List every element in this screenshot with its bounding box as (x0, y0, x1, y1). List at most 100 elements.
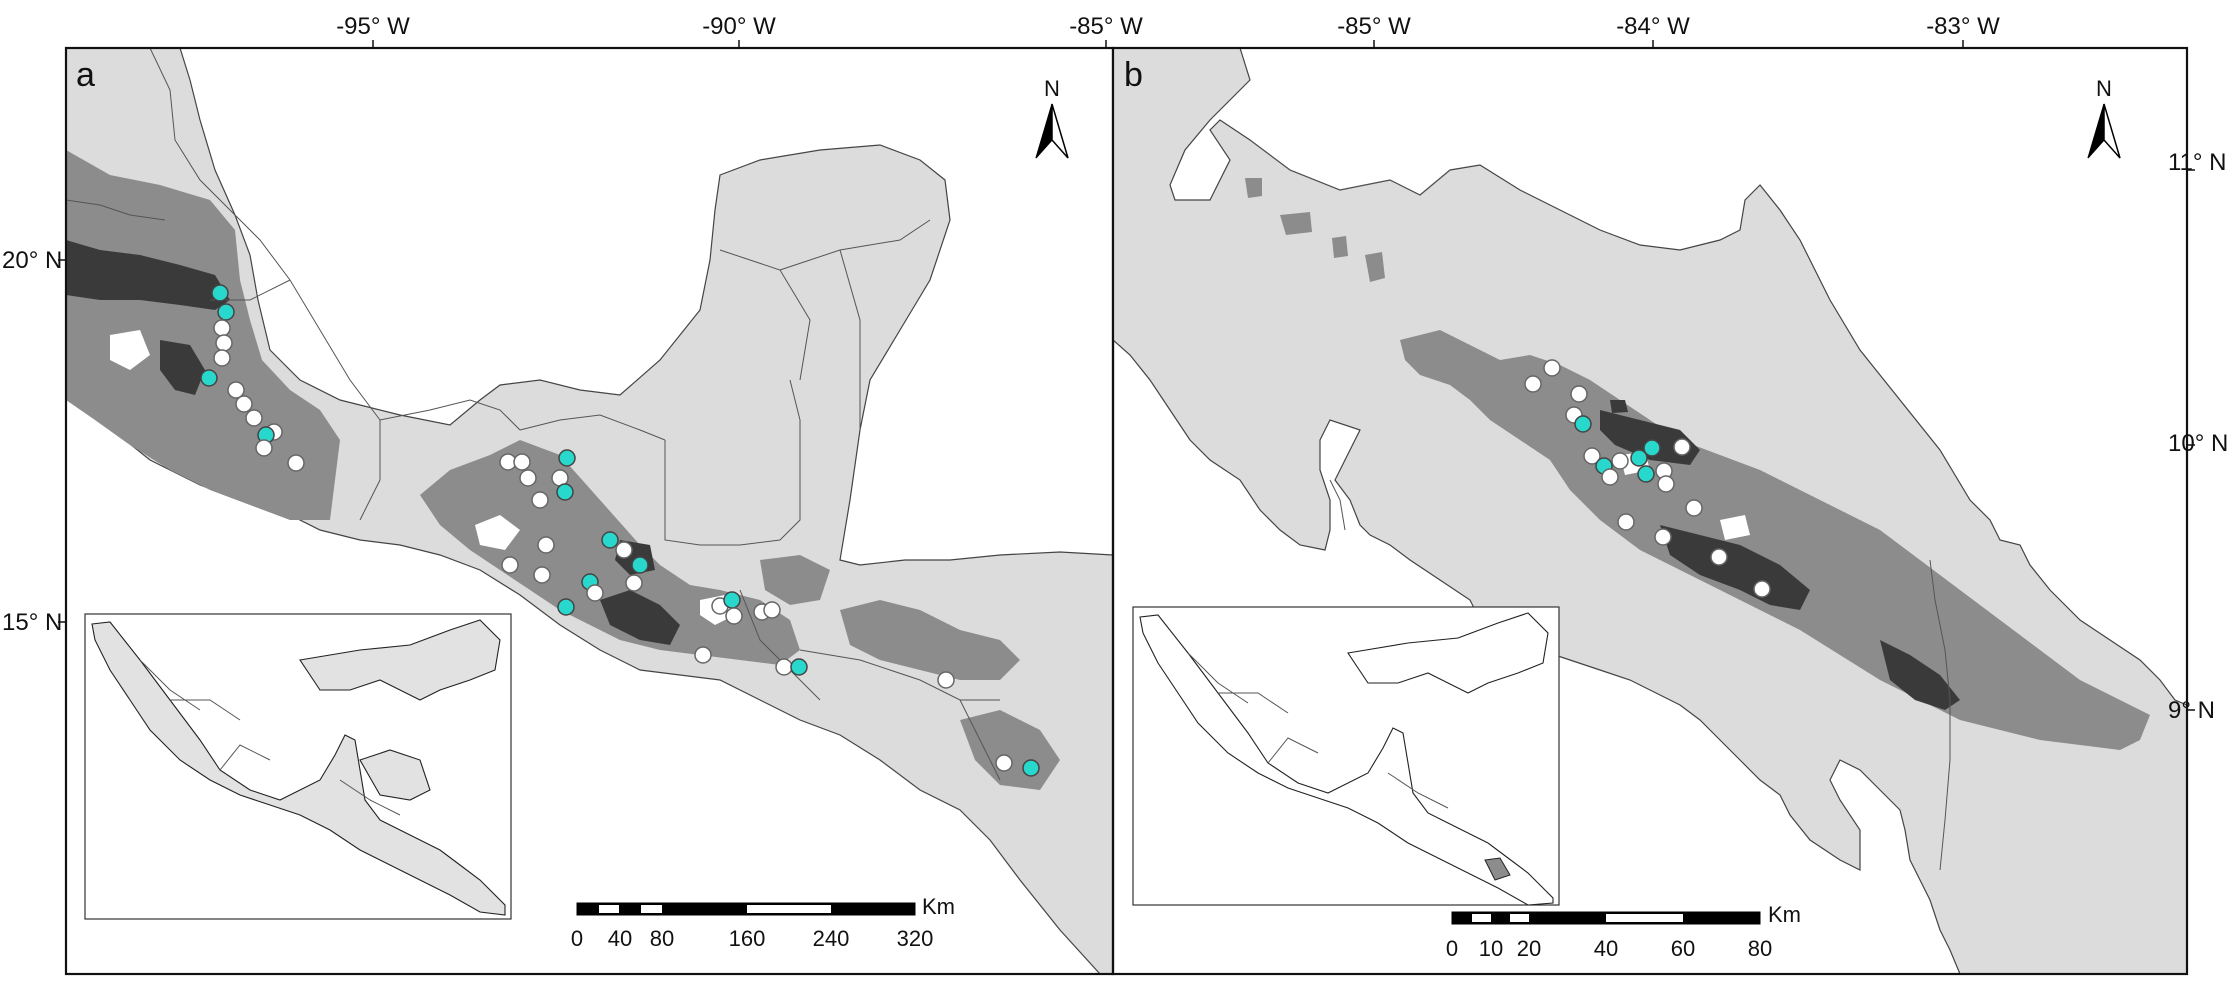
record-white (586, 584, 604, 602)
panel-a-scale-bar: Km 0 40 80 160 240 320 (571, 894, 955, 951)
record-white (1583, 447, 1601, 465)
panel-a-scale-label-160: 160 (729, 926, 766, 951)
panel-a-light-patch-1 (110, 330, 150, 370)
record-white (775, 658, 793, 676)
record-white (531, 491, 549, 509)
panel-a-high-elevation-trans-volcanic (66, 240, 230, 310)
record-white (213, 319, 231, 337)
record-white (1524, 375, 1542, 393)
panel-b-letter: b (1124, 56, 1143, 94)
panel-a-tick-95w: -95° W (336, 13, 410, 40)
panel-b-north-label: N (2096, 76, 2112, 101)
record-white (235, 395, 253, 413)
record-white (1617, 513, 1635, 531)
panel-b-boundaries (1249, 139, 1951, 871)
panel-a-north-label: N (1044, 76, 1060, 101)
panel-a-tick-85w: -85° W (1069, 13, 1143, 40)
panel-a-tick-20n: 20° N (2, 247, 62, 274)
record-white (519, 469, 537, 487)
record-white (1543, 359, 1561, 377)
record-cyan (601, 531, 619, 549)
record-white (763, 601, 781, 619)
record-cyan (1022, 759, 1040, 777)
panel-a: Km 0 40 80 160 240 320 N a -95° W -90° W… (2, 13, 1143, 976)
panel-a-high-elevation-chiapas (600, 590, 680, 645)
panel-b-light-patch-2 (1720, 515, 1750, 540)
panel-b-high-elevation-east (1880, 640, 1960, 710)
panel-b-tick-83w: -83° W (1926, 13, 2000, 40)
record-white (1710, 548, 1728, 566)
record-white (625, 574, 643, 592)
record-cyan (217, 303, 235, 321)
panel-b-tick-9n: 9° N (2168, 697, 2215, 724)
record-white (1657, 475, 1675, 493)
record-white (227, 381, 245, 399)
panel-a-mid-elevation-guatemala-east (760, 555, 830, 605)
record-white (937, 671, 955, 689)
panel-b-north-arrow: N (2087, 76, 2121, 159)
record-cyan (1574, 415, 1592, 433)
panel-b-tick-84w: -84° W (1616, 13, 1690, 40)
panel-a-letter: a (76, 56, 95, 94)
panel-b-mid-patch-1 (1245, 178, 1262, 198)
record-white (287, 454, 305, 472)
record-white (1753, 580, 1771, 598)
panel-b-scale-label-80: 80 (1748, 936, 1772, 961)
record-cyan (556, 483, 574, 501)
record-cyan (1630, 449, 1648, 467)
record-white (995, 754, 1013, 772)
panel-b-scale-label-0: 0 (1446, 936, 1458, 961)
panel-a-map (66, 48, 1113, 974)
record-cyan (631, 556, 649, 574)
panel-a-scale-unit: Km (922, 894, 955, 919)
record-white (1654, 528, 1672, 546)
record-white (513, 453, 531, 471)
panel-a-scale-label-80: 80 (650, 926, 674, 951)
panel-b-frame (1111, 46, 2189, 976)
panel-b-scale-unit: Km (1768, 902, 1801, 927)
panel-a-scale-label-0: 0 (571, 926, 583, 951)
record-cyan (1637, 465, 1655, 483)
record-white (1685, 499, 1703, 517)
panel-a-mid-elevation-honduras (840, 600, 1020, 680)
panel-b-mid-elevation-cordillera (1400, 330, 2150, 750)
record-white (245, 409, 263, 427)
panel-a-light-patch-2 (475, 515, 520, 550)
record-white (533, 566, 551, 584)
record-cyan (1643, 439, 1661, 457)
record-white (1611, 452, 1629, 470)
record-white (501, 556, 519, 574)
panel-a-scale-label-240: 240 (813, 926, 850, 951)
panel-a-tick-90w: -90° W (702, 13, 776, 40)
record-white (1601, 468, 1619, 486)
panel-b-tick-11n: 11° N (2168, 149, 2227, 176)
record-cyan (723, 591, 741, 609)
panel-b-scale-label-10: 10 (1479, 936, 1503, 961)
panel-a-tick-15n: 15° N (2, 609, 62, 636)
record-white (537, 536, 555, 554)
record-cyan (200, 369, 218, 387)
panel-b-scale-label-40: 40 (1594, 936, 1618, 961)
record-cyan (558, 449, 576, 467)
panel-b-mid-patch-3 (1332, 236, 1348, 258)
panel-b-tick-10n: 10° N (2168, 430, 2228, 457)
record-white (1570, 385, 1588, 403)
panel-b-scale-label-20: 20 (1517, 936, 1541, 961)
panel-b-tick-85w: -85° W (1337, 13, 1411, 40)
panel-b-records (1524, 359, 1771, 598)
panel-b: Km 0 10 20 40 60 80 N b -85° W -84° W -8… (1111, 13, 2228, 976)
panel-b-high-elevation-talamanca (1660, 525, 1810, 610)
record-cyan (211, 284, 229, 302)
record-cyan (557, 598, 575, 616)
record-white (255, 439, 273, 457)
panel-a-inset-map (84, 613, 512, 920)
record-white (215, 334, 233, 352)
record-cyan (790, 658, 808, 676)
panel-b-scale-bar: Km 0 10 20 40 60 80 (1446, 902, 1801, 961)
panel-b-mid-patch-4 (1365, 252, 1385, 282)
panel-a-scale-label-320: 320 (897, 926, 934, 951)
panel-b-mid-patch-2 (1280, 212, 1312, 235)
record-white (694, 646, 712, 664)
record-white (725, 607, 743, 625)
